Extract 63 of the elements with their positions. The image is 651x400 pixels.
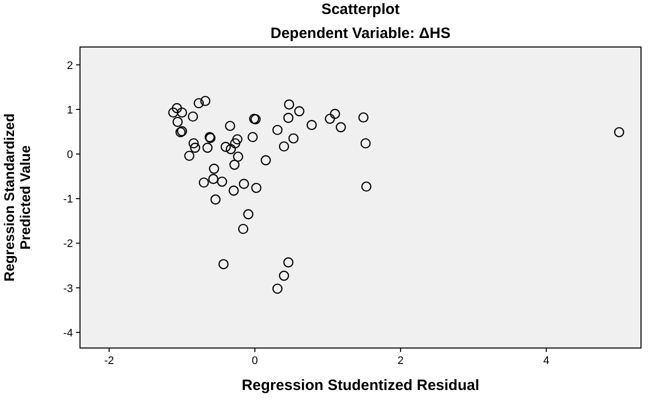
y-tick-label: 0 [66, 149, 73, 162]
point [283, 257, 294, 268]
point [272, 124, 283, 136]
point [194, 98, 204, 108]
point [243, 209, 254, 220]
point [284, 99, 294, 110]
y-tick-label: -3 [63, 282, 73, 295]
point [238, 224, 248, 234]
point [176, 107, 188, 118]
point [330, 108, 340, 119]
point [272, 284, 283, 294]
x-tick-label: 2 [398, 355, 404, 367]
point [324, 114, 335, 124]
point [208, 164, 220, 174]
chart-subtitle: Dependent Variable: ΔHS [270, 25, 450, 42]
point [288, 133, 299, 144]
y-tick-label: 1 [66, 104, 73, 116]
point [238, 178, 250, 189]
point [360, 138, 371, 148]
point [188, 111, 198, 122]
point [188, 138, 199, 148]
point [294, 106, 304, 116]
point [336, 122, 346, 132]
point [218, 259, 229, 270]
point [278, 141, 290, 152]
point [229, 160, 240, 170]
point [220, 142, 231, 152]
y-tick-label: -2 [63, 238, 73, 250]
point [168, 107, 178, 118]
point [361, 181, 372, 192]
point [200, 96, 210, 106]
y-tick-label: -4 [63, 327, 73, 340]
point [278, 270, 290, 281]
x-axis-title: Regression Studentized Residual [242, 377, 480, 394]
point [172, 116, 183, 128]
y-tick-label: 2 [66, 60, 73, 72]
point [210, 194, 221, 205]
point [251, 182, 262, 194]
point [198, 177, 209, 188]
point [358, 112, 369, 123]
point [208, 174, 218, 184]
point [233, 152, 244, 162]
x-tick-label: -2 [104, 355, 114, 367]
point [230, 138, 240, 148]
point [614, 127, 624, 138]
y-tick-label: -1 [63, 194, 73, 206]
y-axis-title: Regression Standardized Predicted Value [1, 113, 33, 282]
point [216, 176, 228, 187]
point [232, 134, 242, 144]
chart-title: Scatterplot [321, 1, 400, 18]
point [202, 142, 213, 153]
point [190, 142, 200, 153]
point [248, 132, 258, 142]
x-tick-label: 4 [543, 355, 550, 367]
point [283, 112, 294, 123]
point [306, 120, 317, 130]
x-tick-label: 0 [252, 355, 258, 367]
point [184, 150, 194, 161]
point [172, 102, 182, 114]
point [224, 120, 236, 132]
point [226, 144, 236, 154]
point [228, 185, 239, 196]
point [260, 155, 271, 166]
